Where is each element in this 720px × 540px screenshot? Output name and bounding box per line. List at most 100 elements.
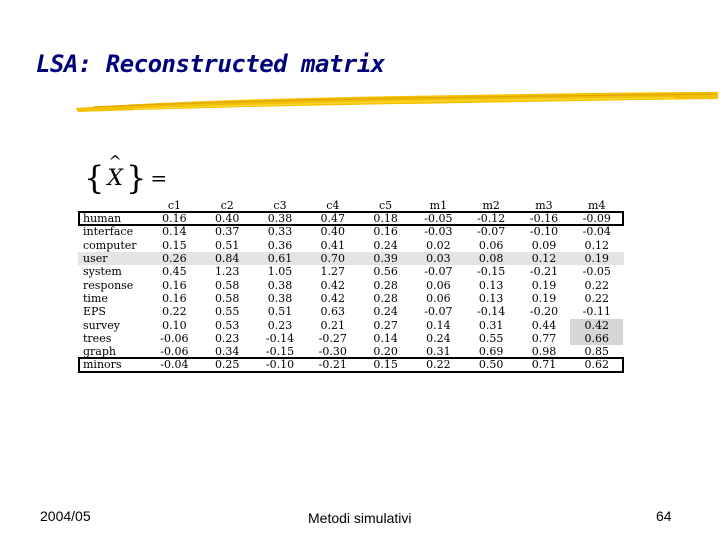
matrix-cell: 0.51 <box>214 238 240 252</box>
matrix-cell: 0.24 <box>373 305 398 319</box>
column-header-c3: c3 <box>273 198 287 212</box>
matrix-cell: 0.22 <box>584 291 610 305</box>
matrix-cell: -0.30 <box>318 345 347 359</box>
matrix-cell: -0.07 <box>424 305 453 319</box>
matrix-cell: 0.14 <box>373 331 398 345</box>
matrix-cell: 0.55 <box>214 305 240 319</box>
matrix-cell: 0.08 <box>478 252 504 266</box>
matrix-row-survey: survey 0.10 0.53 0.23 0.21 0.27 0.14 0.31 0.44 0.… <box>78 318 624 332</box>
matrix-cell: 0.62 <box>584 358 610 372</box>
matrix-cell: 0.13 <box>478 291 504 305</box>
matrix-cell: 0.26 <box>162 252 187 266</box>
matrix-cell: 0.44 <box>531 318 557 332</box>
matrix-cell: -0.21 <box>318 358 347 372</box>
matrix-cell: 0.84 <box>214 252 240 266</box>
x-hat-symbol: X <box>104 152 126 191</box>
row-label: computer <box>83 238 137 252</box>
matrix-cell: 0.18 <box>373 212 398 226</box>
matrix-cell: 0.15 <box>162 238 187 252</box>
matrix-cell: 0.63 <box>320 305 346 319</box>
matrix-cell: 0.19 <box>584 252 610 266</box>
matrix-cell: 0.16 <box>373 225 398 239</box>
row-label: EPS <box>83 305 106 319</box>
column-header-c4: c4 <box>326 198 340 212</box>
matrix-cell: 0.10 <box>162 318 187 332</box>
matrix-cell: -0.03 <box>424 225 453 239</box>
column-header-c1: c1 <box>167 198 181 212</box>
row-label: trees <box>83 331 112 345</box>
column-header-m4: m4 <box>588 198 606 212</box>
matrix-row-time: time 0.16 0.58 0.38 0.42 0.28 0.06 0.13 0.19 0.22 <box>78 292 624 305</box>
title-underline-brushstroke <box>76 92 718 112</box>
matrix-cell: 0.16 <box>162 291 187 305</box>
matrix-cell: -0.11 <box>582 305 611 319</box>
matrix-cell: -0.10 <box>265 358 295 372</box>
matrix-cell: 0.61 <box>267 252 293 266</box>
row-label: system <box>83 265 122 279</box>
matrix-cell: 0.20 <box>373 345 398 359</box>
column-header-m2: m2 <box>482 198 500 212</box>
column-header-c5: c5 <box>379 198 393 212</box>
matrix-cell: -0.15 <box>265 345 295 359</box>
matrix-cell: -0.12 <box>477 212 506 226</box>
matrix-cell: -0.06 <box>160 345 189 359</box>
matrix-cell: 0.66 <box>570 331 624 345</box>
matrix-cell: 0.42 <box>570 318 624 332</box>
matrix-cell: 0.28 <box>373 291 398 305</box>
matrix-cell: 0.24 <box>426 331 451 345</box>
matrix-row-user: user 0.26 0.84 0.61 0.70 0.39 0.03 0.08 0.12 0.19 <box>78 251 624 266</box>
matrix-cell: 0.40 <box>320 225 346 239</box>
matrix-cell: -0.09 <box>582 212 611 226</box>
matrix-cell: -0.15 <box>477 265 506 279</box>
matrix-cell: 0.40 <box>214 212 240 226</box>
matrix-cell: 0.51 <box>267 305 293 319</box>
matrix-cell: 0.02 <box>426 238 451 252</box>
matrix-cell: -0.07 <box>477 225 506 239</box>
row-label: survey <box>83 318 120 332</box>
matrix-cell: 0.55 <box>478 331 504 345</box>
matrix-cell: 0.58 <box>214 291 240 305</box>
equals-sign: = <box>150 166 168 190</box>
matrix-cell: -0.21 <box>529 265 559 279</box>
matrix-row-interface: interface 0.14 0.37 0.33 0.40 0.16 -0.03 -0.07 -… <box>78 225 624 238</box>
matrix-cell: 0.34 <box>214 345 240 359</box>
matrix-cell: 0.36 <box>267 238 293 252</box>
matrix-cell: 0.03 <box>426 252 451 266</box>
matrix-cell: -0.04 <box>582 225 611 239</box>
matrix-cell: 0.21 <box>320 318 346 332</box>
matrix-cell: 0.06 <box>478 238 504 252</box>
column-header-m3: m3 <box>535 198 553 212</box>
matrix-cell: 0.25 <box>214 358 240 372</box>
matrix-cell: 0.09 <box>531 238 557 252</box>
matrix-row-graph: graph -0.06 0.34 -0.15 -0.30 0.20 0.31 0.69 0.98… <box>78 345 624 358</box>
right-brace: } <box>126 159 147 197</box>
matrix-cell: 0.22 <box>162 305 187 319</box>
matrix-cell: 1.23 <box>214 265 240 279</box>
matrix-cell: 0.85 <box>584 345 610 359</box>
matrix-cell: -0.20 <box>529 305 559 319</box>
matrix-cell: 0.42 <box>320 291 346 305</box>
matrix-cell: 0.14 <box>162 225 187 239</box>
row-label: human <box>83 212 122 226</box>
matrix-cell: 0.22 <box>584 278 610 292</box>
matrix-cell: 0.37 <box>214 225 240 239</box>
matrix-cell: 0.45 <box>162 265 187 279</box>
row-label: time <box>83 291 108 305</box>
matrix-cell: 0.47 <box>320 212 346 226</box>
matrix-header-row: c1 c2 c3 c4 c5 m1 m2 m3 m4 <box>78 198 624 212</box>
matrix-cell: 0.19 <box>531 278 557 292</box>
matrix-cell: -0.06 <box>160 331 189 345</box>
matrix-cell: 0.53 <box>214 318 240 332</box>
matrix-cell: 0.22 <box>426 358 451 372</box>
matrix-cell: 0.41 <box>320 238 346 252</box>
matrix-cell: 0.31 <box>426 345 451 359</box>
matrix-cell: 0.23 <box>214 331 240 345</box>
matrix-cell: 0.16 <box>162 278 187 292</box>
matrix-cell: -0.07 <box>424 265 453 279</box>
matrix-cell: -0.14 <box>477 305 506 319</box>
matrix-cell: 0.06 <box>426 278 451 292</box>
footer-page-number: 64 <box>656 508 672 524</box>
matrix-cell: -0.14 <box>265 331 295 345</box>
matrix-cell: 0.23 <box>267 318 293 332</box>
footer-date: 2004/05 <box>40 508 91 524</box>
